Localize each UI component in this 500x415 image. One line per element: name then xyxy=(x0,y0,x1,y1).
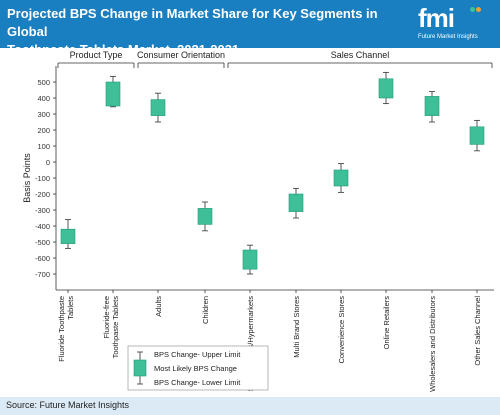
y-tick-label--600: -600 xyxy=(35,254,50,263)
box-4 xyxy=(242,249,258,270)
category-label-9-line-0: Other Sales Channel xyxy=(473,296,482,366)
y-tick-label-400: 400 xyxy=(37,94,50,103)
chart-title-line-1: Projected BPS Change in Market Share for… xyxy=(7,6,378,39)
box-plot-chart: Product Type Consumer Orientation Sales Ch… xyxy=(22,50,494,392)
y-tick-label--100: -100 xyxy=(35,174,50,183)
y-tick-label-200: 200 xyxy=(37,126,50,135)
y-tick-label-100: 100 xyxy=(37,142,50,151)
legend-frame xyxy=(127,345,269,391)
logo-dot-orange xyxy=(476,7,481,12)
category-label-4: Supermarkets/Hypermarkets xyxy=(246,296,255,392)
category-label-7-line-0: Online Retailers xyxy=(382,296,391,350)
box-1 xyxy=(105,81,121,107)
logo-subtitle: Future Market Insights xyxy=(418,34,478,40)
y-axis-title: Basis Points xyxy=(22,153,32,203)
legend-box xyxy=(133,359,147,377)
chart-title-line-2: Toothpaste Tablets Market, 2021-2031 xyxy=(7,42,240,57)
category-label-3-line-0: Children xyxy=(201,296,210,324)
category-label-6-line-0: Convenience Stores xyxy=(337,296,346,364)
category-label-0-line-0: Fluoride Toothpaste xyxy=(57,296,66,362)
legend-label-1: Most Likely BPS Change xyxy=(154,364,237,373)
y-tick-label--200: -200 xyxy=(35,190,50,199)
category-label-0: Fluoride ToothpasteTablets xyxy=(57,296,75,362)
fmi-logo: fmi Future Market Insights xyxy=(418,3,498,45)
box-6 xyxy=(333,169,349,187)
box-5 xyxy=(288,193,304,212)
group-label-0: Product Type xyxy=(70,50,123,60)
category-label-0-line-1: Tablets xyxy=(66,296,75,320)
y-tick-label--700: -700 xyxy=(35,270,50,279)
category-label-6: Convenience Stores xyxy=(337,296,346,364)
category-label-5: Multi Brand Stores xyxy=(292,296,301,358)
box-7 xyxy=(378,78,394,99)
category-label-1: Fluoride-freeToothpaste Tablets xyxy=(102,296,120,359)
legend-label-2: BPS Change- Lower Limit xyxy=(154,378,241,387)
category-label-5-line-0: Multi Brand Stores xyxy=(292,296,301,358)
y-tick-label--400: -400 xyxy=(35,222,50,231)
source-text: Source: Future Market Insights xyxy=(6,400,130,410)
box-9 xyxy=(469,126,485,145)
box-3 xyxy=(197,208,213,225)
category-label-7: Online Retailers xyxy=(382,296,391,350)
legend-label-0: BPS Change- Upper Limit xyxy=(154,350,241,359)
category-label-9: Other Sales Channel xyxy=(473,296,482,366)
category-label-1-line-1: Toothpaste Tablets xyxy=(111,296,120,359)
header-banner: Projected BPS Change in Market Share for… xyxy=(0,0,500,57)
group-label-2: Sales Channel xyxy=(331,50,390,60)
category-label-3: Children xyxy=(201,296,210,324)
y-tick-label-500: 500 xyxy=(37,78,50,87)
box-2 xyxy=(150,99,166,116)
category-label-1-line-0: Fluoride-free xyxy=(102,296,111,339)
category-label-8-line-0: Wholesalers and Distributors xyxy=(428,296,437,392)
y-tick-label--300: -300 xyxy=(35,206,50,215)
category-label-2: Adults xyxy=(154,296,163,317)
y-tick-label--500: -500 xyxy=(35,238,50,247)
group-label-1: Consumer Orientation xyxy=(137,50,225,60)
chart-title: Projected BPS Change in Market Share for… xyxy=(7,5,407,59)
y-tick-label-300: 300 xyxy=(37,110,50,119)
category-label-2-line-0: Adults xyxy=(154,296,163,317)
logo-dot-green xyxy=(470,7,475,12)
category-label-8: Wholesalers and Distributors xyxy=(428,296,437,392)
box-8 xyxy=(424,96,440,116)
source-footer: Source: Future Market Insights xyxy=(0,397,500,415)
category-label-4-line-0: Supermarkets/Hypermarkets xyxy=(246,296,255,392)
y-tick-label-0: 0 xyxy=(46,158,50,167)
box-0 xyxy=(60,228,76,244)
logo-text: fmi xyxy=(418,3,455,33)
